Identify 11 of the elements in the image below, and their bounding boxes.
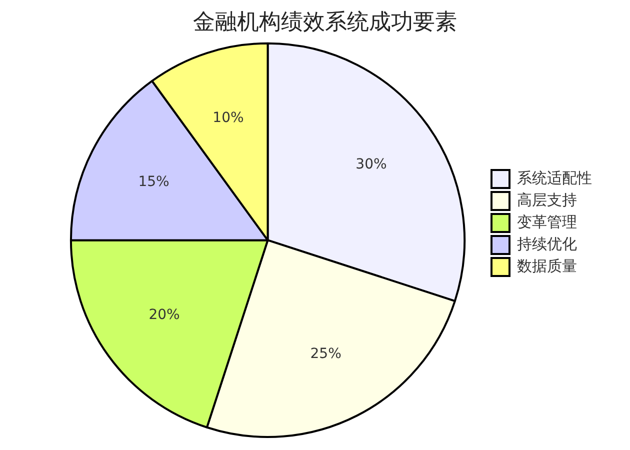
data-label: 20% [148, 307, 180, 324]
data-label: 30% [356, 156, 387, 173]
data-label: 25% [310, 346, 342, 362]
chart-title: 金融机构绩效系统成功要素 [193, 10, 457, 35]
legend-label: 系统适配性 [517, 168, 592, 187]
legend-label: 高层支持 [517, 190, 577, 209]
data-label: 15% [138, 174, 170, 190]
legend-label: 持续优化 [517, 234, 577, 253]
data-label: 10% [212, 110, 244, 126]
legend-label: 变革管理 [517, 212, 577, 231]
legend-label: 数据质量 [517, 256, 577, 275]
